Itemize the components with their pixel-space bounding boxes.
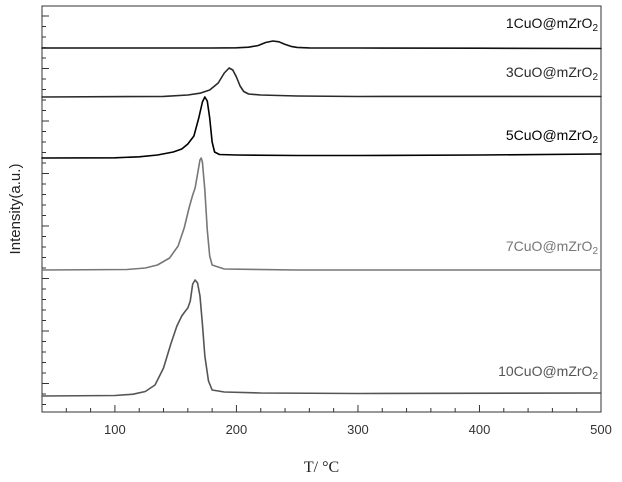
series-label-1: 1CuO@mZrO2 [506,15,599,34]
y-axis-ticks [42,16,49,405]
x-tick-label: 500 [590,422,612,437]
series-labels: 1CuO@mZrO2 3CuO@mZrO2 5CuO@mZrO2 7CuO@mZrO2… [498,15,598,382]
x-tick-label: 300 [347,422,369,437]
x-tick-label: 100 [104,422,126,437]
series-line-1 [42,41,601,49]
series-label-2: 3CuO@mZrO2 [506,64,599,83]
x-axis-title: T/ °C [304,459,339,476]
x-axis-ticks: 100 200 300 400 500 [66,405,612,437]
y-axis-title: Intensity(a.u.) [7,164,24,255]
series-label-5: 10CuO@mZrO2 [498,363,598,382]
series-group [42,41,601,396]
series-label-3: 5CuO@mZrO2 [506,127,599,146]
x-tick-label: 200 [226,422,248,437]
series-label-4: 7CuO@mZrO2 [506,238,599,257]
x-tick-label: 400 [469,422,491,437]
